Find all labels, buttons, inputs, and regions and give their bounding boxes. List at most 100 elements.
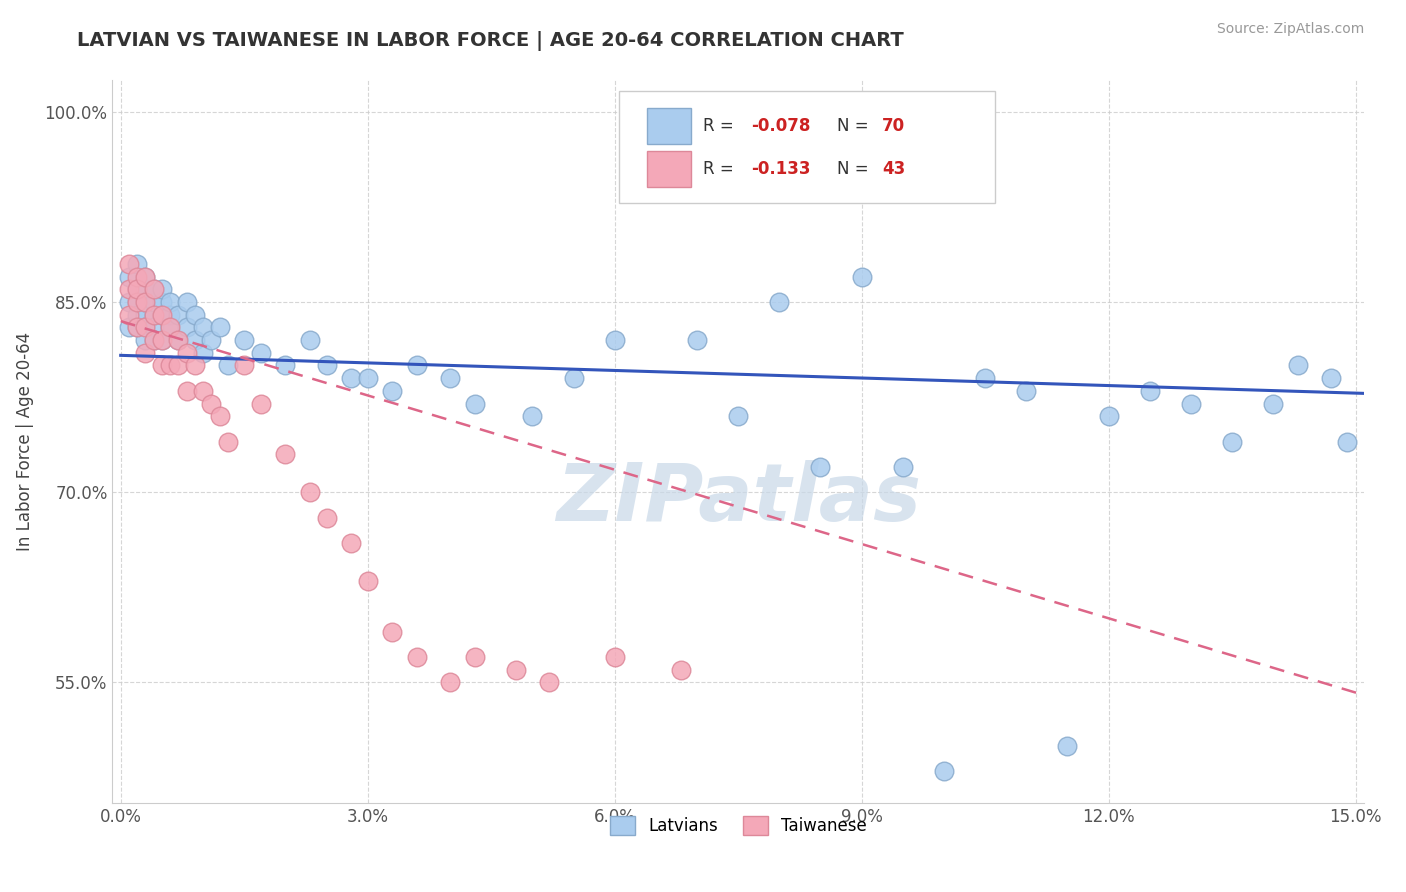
Point <box>118 308 141 322</box>
Point <box>1180 396 1202 410</box>
Point <box>891 459 914 474</box>
Point <box>134 282 156 296</box>
Point <box>150 308 173 322</box>
Point <box>299 485 322 500</box>
Point <box>851 269 873 284</box>
FancyBboxPatch shape <box>619 91 994 203</box>
Point <box>127 282 149 296</box>
Point <box>184 308 207 322</box>
Point <box>315 510 337 524</box>
Point <box>191 384 214 398</box>
Point <box>381 384 404 398</box>
Point <box>176 320 198 334</box>
Legend: Latvians, Taiwanese: Latvians, Taiwanese <box>603 809 873 841</box>
Point <box>628 143 651 157</box>
Point <box>233 333 256 347</box>
Point <box>249 396 271 410</box>
Point <box>142 333 165 347</box>
Point <box>118 269 141 284</box>
Point <box>159 295 181 310</box>
Point <box>150 295 173 310</box>
Point <box>142 282 165 296</box>
Point <box>150 282 173 296</box>
Text: Source: ZipAtlas.com: Source: ZipAtlas.com <box>1216 22 1364 37</box>
Point <box>150 333 173 347</box>
Point <box>406 359 429 373</box>
Text: LATVIAN VS TAIWANESE IN LABOR FORCE | AGE 20-64 CORRELATION CHART: LATVIAN VS TAIWANESE IN LABOR FORCE | AG… <box>77 31 904 51</box>
Point <box>167 333 190 347</box>
Point <box>208 409 231 424</box>
Point <box>603 650 626 665</box>
Point <box>505 663 527 677</box>
Point <box>118 295 141 310</box>
Point <box>340 371 363 385</box>
Text: 70: 70 <box>882 117 905 135</box>
Text: N =: N = <box>837 161 875 178</box>
Text: 43: 43 <box>882 161 905 178</box>
Point <box>142 295 165 310</box>
Point <box>127 282 149 296</box>
Point <box>932 764 955 778</box>
FancyBboxPatch shape <box>647 108 690 144</box>
Point <box>127 295 149 310</box>
Point <box>142 282 165 296</box>
Point <box>134 320 156 334</box>
Point <box>142 320 165 334</box>
Point <box>357 371 380 385</box>
Point <box>340 536 363 550</box>
Point <box>537 675 560 690</box>
Y-axis label: In Labor Force | Age 20-64: In Labor Force | Age 20-64 <box>15 332 34 551</box>
Point <box>134 295 156 310</box>
Point <box>233 359 256 373</box>
Point <box>562 371 585 385</box>
FancyBboxPatch shape <box>647 151 690 187</box>
Point <box>127 269 149 284</box>
Point <box>127 295 149 310</box>
Point <box>150 359 173 373</box>
Point <box>299 333 322 347</box>
Point <box>217 359 239 373</box>
Point <box>406 650 429 665</box>
Point <box>522 409 544 424</box>
Point <box>357 574 380 588</box>
Point <box>159 359 181 373</box>
Text: R =: R = <box>703 117 740 135</box>
Point <box>315 359 337 373</box>
Text: -0.078: -0.078 <box>751 117 810 135</box>
Text: ZIPatlas: ZIPatlas <box>555 460 921 539</box>
Point <box>142 308 165 322</box>
Point <box>118 320 141 334</box>
Point <box>249 346 271 360</box>
Point <box>1263 396 1285 410</box>
Point <box>1097 409 1119 424</box>
Text: R =: R = <box>703 161 740 178</box>
Point <box>686 333 709 347</box>
Point <box>134 295 156 310</box>
Point <box>118 257 141 271</box>
Point <box>974 371 997 385</box>
Point <box>159 308 181 322</box>
Point <box>727 409 749 424</box>
Point <box>1015 384 1038 398</box>
Point <box>176 384 198 398</box>
Point <box>127 257 149 271</box>
Point <box>184 359 207 373</box>
Point <box>159 320 181 334</box>
Point <box>439 371 461 385</box>
Point <box>217 434 239 449</box>
Point <box>118 282 141 296</box>
Point <box>127 320 149 334</box>
Point <box>134 308 156 322</box>
Point <box>127 308 149 322</box>
Point <box>208 320 231 334</box>
Point <box>200 396 222 410</box>
Point <box>439 675 461 690</box>
Point <box>150 333 173 347</box>
Point <box>134 269 156 284</box>
Point <box>200 333 222 347</box>
Point <box>191 320 214 334</box>
Point <box>1056 739 1078 753</box>
Point <box>464 650 486 665</box>
Point <box>127 320 149 334</box>
Point <box>134 346 156 360</box>
